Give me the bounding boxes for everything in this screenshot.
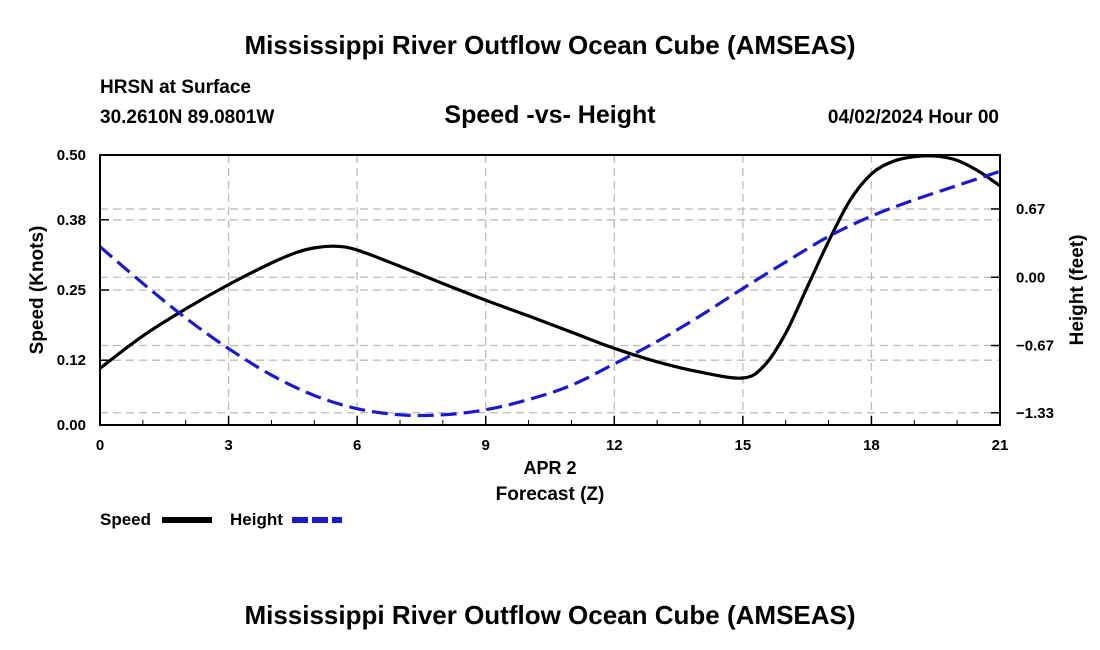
height-series-line xyxy=(98,169,1001,418)
x-tick-label: 3 xyxy=(224,437,232,454)
chart-title: Mississippi River Outflow Ocean Cube (AM… xyxy=(244,30,856,60)
legend-height-swatch xyxy=(292,517,342,523)
speed-series-line xyxy=(99,154,1001,380)
coordinates-label: 30.2610N 89.0801W xyxy=(100,107,275,128)
x-axis-label-secondary: Forecast (Z) xyxy=(496,484,605,505)
y2-tick-label: 0.00 xyxy=(1016,269,1045,286)
x-tick-label: 0 xyxy=(96,437,104,454)
footer-title: Mississippi River Outflow Ocean Cube (AM… xyxy=(244,600,856,630)
x-tick-label: 6 xyxy=(353,437,361,454)
series-lines xyxy=(98,154,1001,418)
y-tick-label: 0.00 xyxy=(57,417,86,434)
y2-tick-label: 0.67 xyxy=(1016,201,1045,218)
x-tick-label: 21 xyxy=(992,437,1009,454)
y-tick-label: 0.25 xyxy=(57,282,86,299)
x-tick-label: 12 xyxy=(606,437,623,454)
y-axis-label-left: Speed (Knots) xyxy=(27,226,48,355)
axis-ticks: 0 3 6 9 12 15 18 21 0.00 0.12 0.25 0.38 0.50 −1.33 −0.… xyxy=(57,147,1054,454)
legend-speed-swatch xyxy=(162,517,212,523)
chart-subtitle: Speed -vs- Height xyxy=(444,101,656,129)
y2-tick-label: −1.33 xyxy=(1016,405,1054,422)
legend-height-label: Height xyxy=(230,510,283,529)
x-tick-label: 18 xyxy=(863,437,880,454)
y-tick-label: 0.38 xyxy=(57,212,86,229)
x-tick-label: 9 xyxy=(482,437,490,454)
legend-speed-label: Speed xyxy=(100,510,152,529)
y-tick-label: 0.50 xyxy=(57,147,86,164)
station-label: HRSN at Surface xyxy=(100,77,251,98)
grid xyxy=(100,154,1000,425)
y-axis-label-right: Height (feet) xyxy=(1067,235,1088,346)
y2-tick-label: −0.67 xyxy=(1016,338,1054,355)
forecast-datetime: 04/02/2024 Hour 00 xyxy=(827,107,999,128)
x-tick-label: 15 xyxy=(735,437,752,454)
y-tick-label: 0.12 xyxy=(57,352,86,369)
speed-height-chart: 0 3 6 9 12 15 18 21 0.00 0.12 0.25 0.38 0.50 −1.33 −0.… xyxy=(27,147,1088,505)
x-axis-label: APR 2 xyxy=(523,458,576,478)
